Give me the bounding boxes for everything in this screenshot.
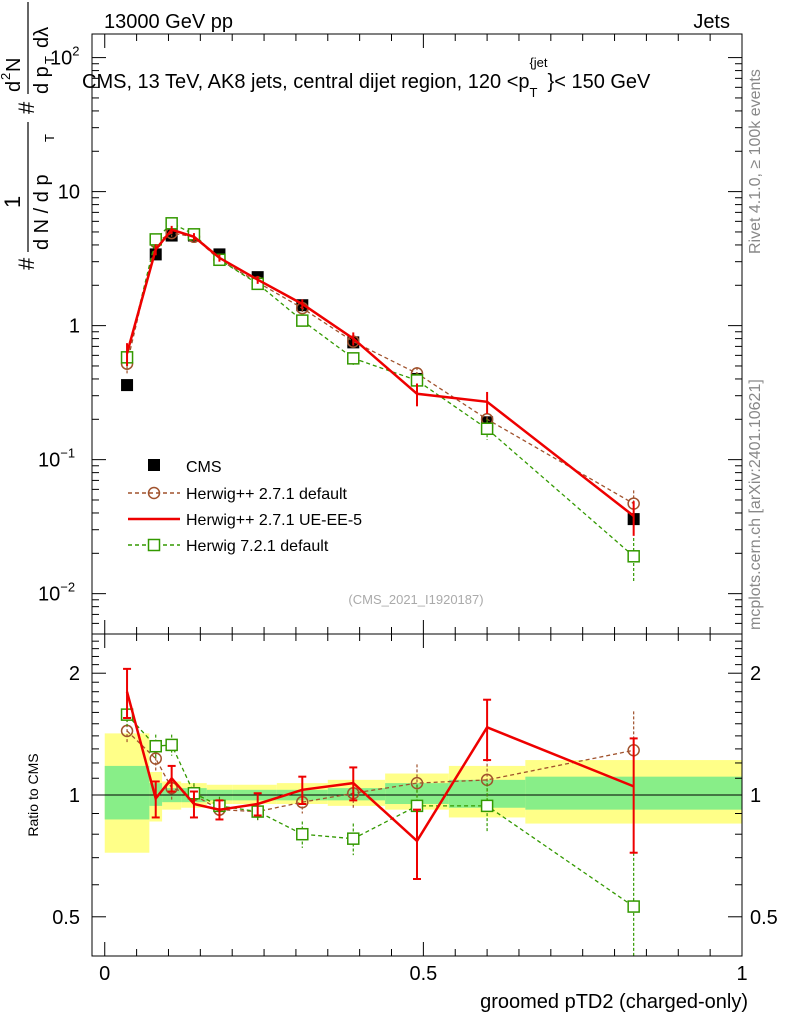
ylabel-hash2: # [14, 101, 39, 114]
ratio-band-inner-8 [385, 783, 449, 805]
x-tick-label-2: 1 [736, 963, 747, 985]
x-tick-label-0: 0 [99, 963, 110, 985]
legend: CMS Herwig++ 2.7.1 default Herwig++ 2.7.… [128, 459, 362, 555]
ylabel-T2-subscript: T [42, 56, 57, 64]
main-y-axis-title: # 1 d N / d p T # d 2 N d p T dλ [0, 2, 57, 270]
energy-label: 13000 GeV pp [104, 11, 233, 33]
ratio-panel: 0.5 0.5 1 1 2 2 0 0.5 1 Ratio to CMS groomed pTD… [25, 633, 778, 1013]
mcplots-label: mcplots.cern.ch [arXiv:2401.10621] [747, 379, 764, 630]
analysis-annotation: (CMS_2021_I1920187) [348, 592, 483, 607]
main-y-tick-label-1: 10−1 [38, 446, 75, 472]
main-ticks [92, 34, 743, 635]
legend-marker-cms [148, 459, 160, 471]
ylabel-dlambda: dλ [31, 27, 53, 48]
main-point-herwig-7-2-1-default-7 [347, 352, 360, 365]
ratio-band-inner-0 [104, 765, 150, 820]
rivet-label: Rivet 4.1.0, ≥ 100k events [747, 69, 764, 254]
ylabel-num-N: N [3, 58, 25, 72]
main-point-herwig-7-2-1-default-6 [296, 314, 309, 327]
legend-label-cms: CMS [186, 459, 222, 476]
legend-marker-herwig7 [147, 538, 161, 552]
ratio-ticks: 0.5 0.5 1 1 2 2 0 0.5 1 [52, 633, 778, 985]
x-tick-label-1: 0.5 [409, 963, 437, 985]
ratio-y-axis-title: Ratio to CMS [25, 753, 41, 836]
ratio-point-herwig-7-2-1-default-6 [296, 827, 309, 841]
ylabel-num-d: d [3, 81, 25, 92]
ylabel-one: 1 [0, 196, 25, 208]
ratio-point-herwig-7-2-1-default-7 [347, 832, 360, 845]
main-panel: 10−2 10−1 1 10 102 CMS, 13 TeV, AK8 jets, ce… [0, 2, 743, 635]
ylabel-hash1: # [14, 257, 39, 270]
ratio-y-tick-label-right-2: 2 [750, 663, 761, 685]
legend-label-herwigpp-ueee5: Herwig++ 2.7.1 UE-EE-5 [186, 512, 362, 529]
ratio-y-tick-label-left-1: 1 [69, 785, 80, 807]
ratio-point-herwig-2-7-1-default-8 [410, 776, 424, 790]
ratio-point-herwig-7-2-1-default-1 [149, 739, 162, 753]
ratio-y-tick-label-left-0: 0.5 [52, 907, 80, 929]
ylabel-den2: d p [31, 66, 53, 94]
ratio-point-herwig-7-2-1-default-2 [165, 738, 178, 752]
ratio-point-herwig-2-7-1-default-1 [149, 752, 162, 765]
main-line-herwig-2-7-1-default [126, 232, 635, 505]
main-y-tick-label-2: 1 [69, 316, 80, 338]
category-label: Jets [693, 11, 730, 33]
main-y-tick-labels: 10−2 10−1 1 10 102 [38, 44, 80, 606]
ylabel-denominator: d N / d p [31, 174, 53, 250]
main-y-tick-label-3: 10 [58, 182, 80, 204]
ylabel-T-subscript: T [42, 134, 57, 142]
main-title: CMS, 13 TeV, AK8 jets, central dijet reg… [82, 55, 651, 100]
ratio-marks [120, 667, 640, 956]
main-marks [120, 217, 640, 584]
ratio-y-tick-label-right-0: 0.5 [750, 907, 778, 929]
legend-label-herwigpp-default: Herwig++ 2.7.1 default [186, 486, 348, 503]
ylabel-num-sup: 2 [0, 73, 13, 80]
main-point-herwig-7-2-1-default-10 [627, 550, 640, 563]
main-point-cms-0 [121, 379, 134, 392]
ratio-point-herwig-7-2-1-default-10 [627, 900, 640, 913]
ratio-point-herwig-7-2-1-default-9 [480, 799, 494, 813]
x-axis-title: groomed pTD2 (charged-only) [480, 991, 748, 1013]
ratio-y-tick-label-right-1: 1 [750, 785, 761, 807]
ratio-y-tick-label-left-2: 2 [69, 663, 80, 685]
legend-label-herwig7: Herwig 7.2.1 default [186, 538, 329, 555]
main-y-tick-label-0: 10−2 [38, 580, 75, 606]
main-y-tick-label-4: 102 [50, 44, 79, 70]
main-point-herwig-7-2-1-default-9 [480, 422, 494, 436]
legend-marker-herwigpp-default [147, 486, 161, 500]
